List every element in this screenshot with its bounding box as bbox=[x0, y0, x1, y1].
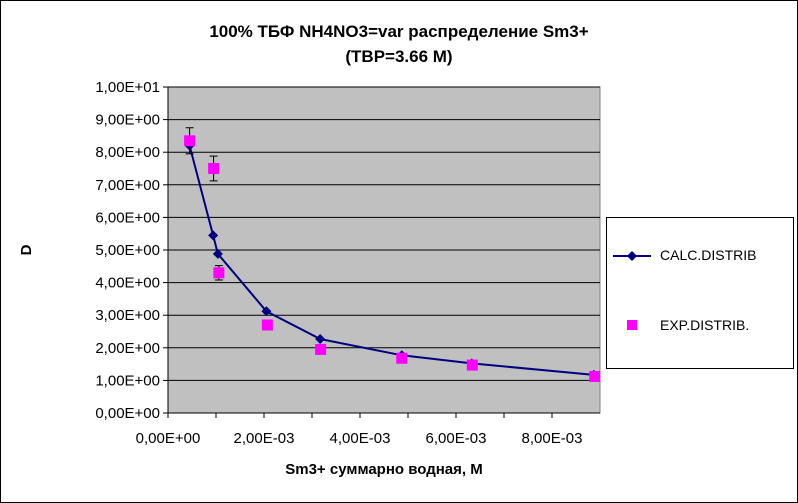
y-tick-label: 3,00E+00 bbox=[95, 307, 160, 324]
x-tick-labels: 0,00E+00 2,00E-03 4,00E-03 6,00E-03 8,00E-03 bbox=[136, 430, 583, 447]
legend-square-exp bbox=[627, 320, 637, 330]
y-tick-label: 7,00E+00 bbox=[95, 177, 160, 194]
axes bbox=[163, 86, 600, 418]
y-tick-label: 1,00E+00 bbox=[95, 372, 160, 389]
x-tick-label: 6,00E-03 bbox=[426, 430, 487, 447]
gridlines bbox=[168, 86, 600, 381]
exp-distrib-point bbox=[466, 359, 478, 371]
calc-distrib-point bbox=[208, 230, 219, 241]
series-layer bbox=[184, 127, 601, 382]
y-tick-label: 9,00E+00 bbox=[95, 112, 160, 129]
exp-distrib-point bbox=[184, 135, 196, 147]
y-tick-label: 6,00E+00 bbox=[95, 209, 160, 226]
legend-diamond-calc bbox=[627, 251, 637, 261]
x-tick-label: 4,00E-03 bbox=[330, 430, 391, 447]
calc-distrib-point bbox=[261, 306, 272, 317]
y-tick-label: 8,00E+00 bbox=[95, 144, 160, 161]
exp-distrib-point bbox=[396, 352, 408, 364]
legend-symbols bbox=[613, 251, 651, 330]
calc-distrib-point bbox=[315, 333, 326, 344]
y-tick-label: 5,00E+00 bbox=[95, 242, 160, 259]
exp-distrib-point bbox=[261, 319, 273, 331]
calc-distrib-point bbox=[212, 248, 223, 259]
legend-label-exp: EXP.DISTRIB. bbox=[660, 317, 750, 333]
legend: CALC.DISTRIB EXP.DISTRIB. bbox=[606, 217, 794, 369]
chart-title: 100% ТБФ NH4NO3=var распределение Sm3+ bbox=[209, 22, 589, 41]
chart-subtitle: (ТВР=3.66 М) bbox=[345, 47, 453, 66]
exp-distrib-point bbox=[589, 370, 601, 382]
x-tick-label: 2,00E-03 bbox=[234, 430, 295, 447]
exp-distrib-point bbox=[213, 267, 225, 279]
x-tick-label: 8,00E-03 bbox=[522, 430, 583, 447]
exp-distrib-point bbox=[315, 343, 327, 355]
exp-distrib-point bbox=[208, 163, 220, 174]
y-tick-labels: 0,00E+00 1,00E+00 2,00E+00 3,00E+00 4,00E+00… bbox=[95, 79, 160, 422]
y-tick-label: 2,00E+00 bbox=[95, 340, 160, 357]
legend-label-calc: CALC.DISTRIB bbox=[660, 247, 757, 263]
y-tick-label: 4,00E+00 bbox=[95, 275, 160, 292]
x-axis-label: Sm3+ суммарно водная, М bbox=[285, 461, 482, 478]
y-axis-label: D bbox=[18, 244, 35, 255]
y-tick-label: 1,00E+01 bbox=[95, 79, 160, 96]
x-tick-label: 0,00E+00 bbox=[136, 430, 201, 447]
y-tick-label: 0,00E+00 bbox=[95, 405, 160, 422]
